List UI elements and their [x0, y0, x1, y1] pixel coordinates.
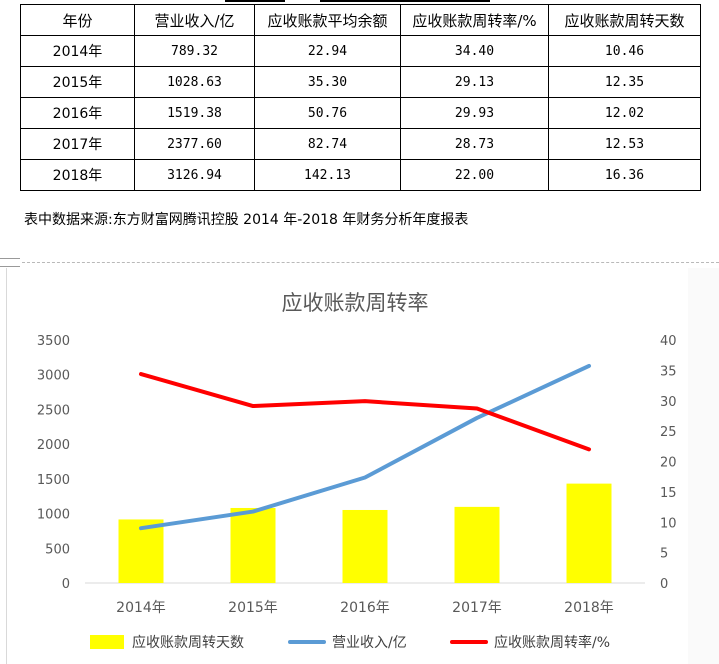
cell-avg-receivables: 22.94 — [254, 35, 401, 67]
legend: 应收账款周转天数 营业收入/亿 应收账款周转率/% — [90, 634, 610, 651]
y-right-tick-label: 40 — [660, 334, 677, 349]
cell-revenue: 2377.60 — [134, 128, 255, 160]
cell-revenue: 1028.63 — [134, 66, 255, 98]
header-turnover-rate: 应收账款周转率/% — [400, 4, 549, 36]
y-left-tick-label: 3500 — [37, 334, 70, 349]
table-row: 2018年 3126.94 142.13 22.00 16.36 — [20, 159, 701, 191]
cell-turnover-rate: 28.73 — [400, 128, 549, 160]
cell-turnover-days: 12.02 — [548, 97, 701, 129]
x-tick-label: 2018年 — [564, 600, 614, 616]
x-tick-label: 2017年 — [452, 600, 502, 616]
y-axis-left: 0 500 1000 1500 2000 2500 3000 3500 — [37, 334, 70, 592]
y-right-tick-label: 25 — [660, 425, 677, 440]
cell-year: 2018年 — [20, 159, 135, 191]
x-tick-label: 2014年 — [116, 600, 166, 616]
y-right-tick-label: 15 — [660, 486, 677, 501]
bar — [230, 507, 276, 583]
bar — [454, 506, 500, 583]
x-tick-label: 2016年 — [340, 600, 390, 616]
table-row: 2016年 1519.38 50.76 29.93 12.02 — [20, 97, 701, 129]
table-header-row: 年份 营业收入/亿 应收账款平均余额 应收账款周转率/% 应收账款周转天数 — [20, 4, 701, 36]
cell-avg-receivables: 35.30 — [254, 66, 401, 98]
table-row: 2015年 1028.63 35.30 29.13 12.35 — [20, 66, 701, 98]
cell-turnover-days: 16.36 — [548, 159, 701, 191]
cell-turnover-days: 12.53 — [548, 128, 701, 160]
y-right-tick-label: 5 — [660, 547, 668, 562]
y-left-tick-label: 1000 — [37, 508, 70, 523]
cell-year: 2016年 — [20, 97, 135, 129]
y-left-tick-label: 3000 — [37, 369, 70, 384]
y-left-tick-label: 0 — [62, 577, 70, 592]
header-turnover-days: 应收账款周转天数 — [548, 4, 701, 36]
y-left-tick-label: 2500 — [37, 403, 70, 418]
cell-turnover-rate: 29.13 — [400, 66, 549, 98]
page-gutter — [688, 268, 719, 664]
y-right-tick-label: 10 — [660, 516, 677, 531]
legend-swatch — [90, 635, 124, 649]
cell-year: 2014年 — [20, 35, 135, 67]
y-right-tick-label: 20 — [660, 456, 677, 471]
cell-turnover-days: 12.35 — [548, 66, 701, 98]
table-row: 2017年 2377.60 82.74 28.73 12.53 — [20, 128, 701, 160]
y-axis-right: 0 5 10 15 20 25 30 35 40 — [660, 334, 677, 592]
bar — [342, 509, 388, 583]
bar-series — [118, 483, 612, 583]
legend-label: 应收账款周转天数 — [132, 634, 244, 651]
legend-label: 应收账款周转率/% — [494, 634, 610, 651]
financial-table: 年份 营业收入/亿 应收账款平均余额 应收账款周转率/% 应收账款周转天数 20… — [20, 4, 701, 191]
bar — [566, 483, 612, 583]
clipped-previous-line — [20, 0, 700, 4]
series-line — [139, 372, 591, 452]
page-break-handle[interactable] — [0, 258, 20, 267]
cell-revenue: 3126.94 — [134, 159, 255, 191]
cell-turnover-days: 10.46 — [548, 35, 701, 67]
y-left-tick-label: 500 — [45, 542, 70, 557]
y-right-tick-label: 0 — [660, 577, 668, 592]
chart-title: 应收账款周转率 — [282, 291, 429, 315]
header-year: 年份 — [20, 4, 135, 36]
cell-year: 2017年 — [20, 128, 135, 160]
y-right-tick-label: 30 — [660, 395, 677, 410]
series-line — [139, 363, 591, 531]
cell-year: 2015年 — [20, 66, 135, 98]
y-left-tick-label: 1500 — [37, 473, 70, 488]
table-row: 2014年 789.32 22.94 34.40 10.46 — [20, 35, 701, 67]
cell-avg-receivables: 82.74 — [254, 128, 401, 160]
page-break-line — [22, 262, 719, 263]
y-left-tick-label: 2000 — [37, 438, 70, 453]
x-tick-label: 2015年 — [228, 600, 278, 616]
cell-revenue: 789.32 — [134, 35, 255, 67]
header-revenue: 营业收入/亿 — [134, 4, 255, 36]
x-axis-ticks: 2014年 2015年 2016年 2017年 2018年 — [116, 600, 614, 616]
legend-label: 营业收入/亿 — [332, 635, 407, 651]
y-right-tick-label: 35 — [660, 364, 677, 379]
line-series — [139, 363, 591, 531]
source-note: 表中数据来源:东方财富网腾讯控股 2014 年-2018 年财务分析年度报表 — [24, 212, 469, 228]
